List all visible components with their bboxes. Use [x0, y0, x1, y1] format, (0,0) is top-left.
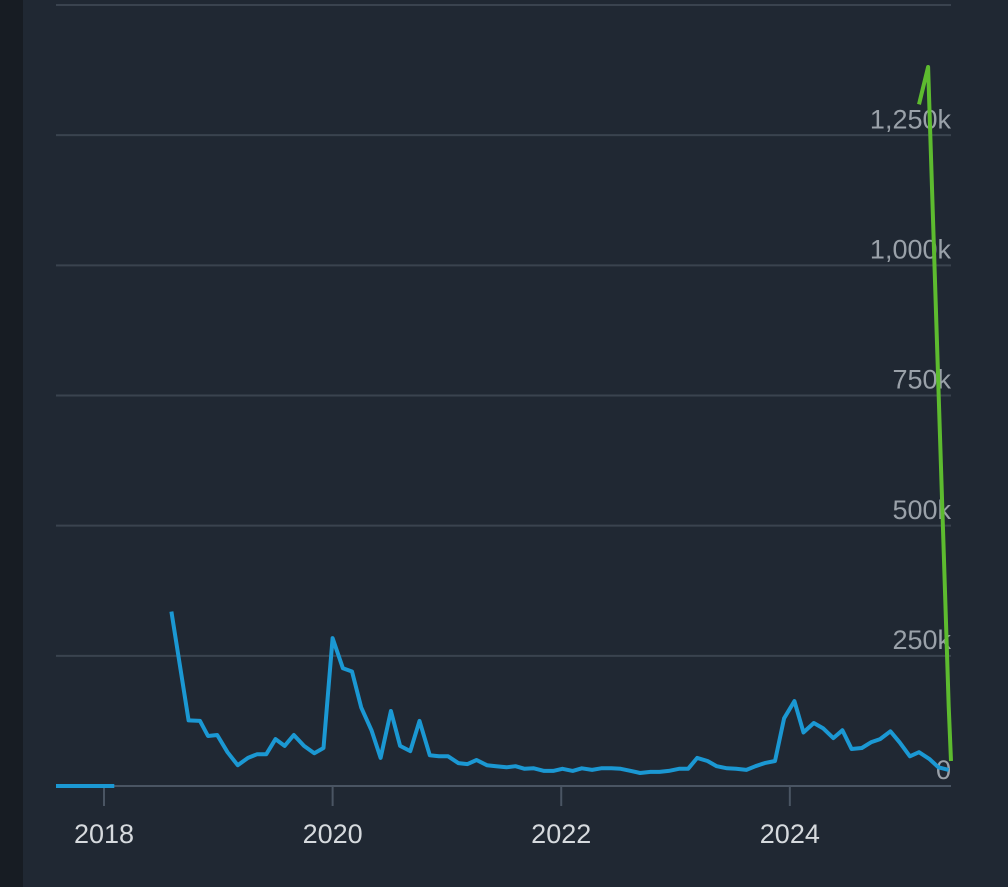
y-tick-label: 250k [892, 625, 951, 655]
x-tick-label: 2024 [760, 819, 820, 849]
y-tick-label: 750k [892, 365, 951, 395]
x-tick-label: 2022 [531, 819, 591, 849]
x-tick-label: 2020 [303, 819, 363, 849]
x-tick-label: 2018 [74, 819, 134, 849]
side-strip [0, 0, 23, 887]
series-line [917, 65, 953, 762]
y-tick-label: 1,250k [870, 104, 952, 134]
series-line [169, 611, 950, 775]
y-tick-label: 1,000k [870, 234, 952, 264]
